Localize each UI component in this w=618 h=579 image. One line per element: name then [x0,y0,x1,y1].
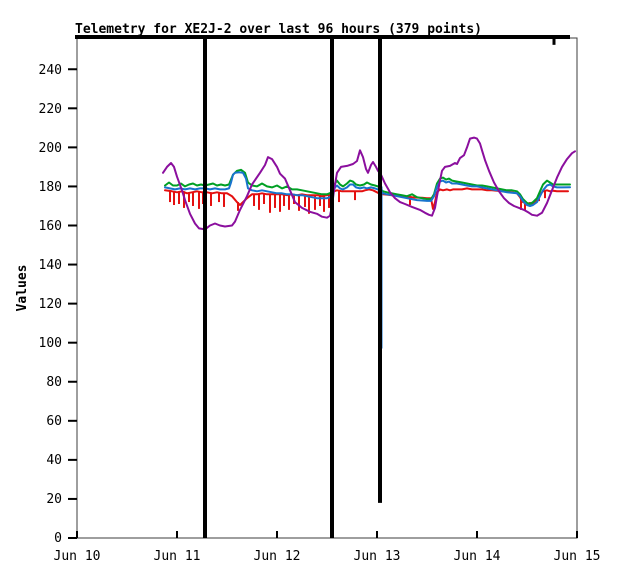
x-tick-label: Jun 13 [354,549,401,564]
y-tick-label: 160 [39,219,62,234]
plot-content [68,35,578,539]
y-tick-label: 120 [39,297,62,312]
x-tick-label: Jun 10 [54,549,101,564]
y-axis-label: Values [15,265,30,312]
y-tick-label: 60 [46,414,62,429]
y-tick-label: 80 [46,375,62,390]
y-tick-label: 0 [54,531,62,546]
y-tick-label: 40 [46,453,62,468]
plot-border [76,37,578,539]
y-tick-label: 100 [39,336,62,351]
y-tick-label: 140 [39,258,62,273]
x-tick-label: Jun 15 [554,549,601,564]
x-tick-label: Jun 14 [454,549,501,564]
y-tick-label: 200 [39,141,62,156]
x-tick-label: Jun 12 [254,549,301,564]
series-blue-line [164,171,571,207]
y-tick-label: 240 [39,63,62,78]
series-green-line [164,168,571,205]
chart-title: Telemetry for XE2J-2 over last 96 hours … [75,22,482,37]
y-tick-label: 20 [46,492,62,507]
series-purple-line [162,136,576,231]
x-tick-label: Jun 11 [154,549,201,564]
y-tick-label: 180 [39,180,62,195]
y-tick-label: 220 [39,102,62,117]
